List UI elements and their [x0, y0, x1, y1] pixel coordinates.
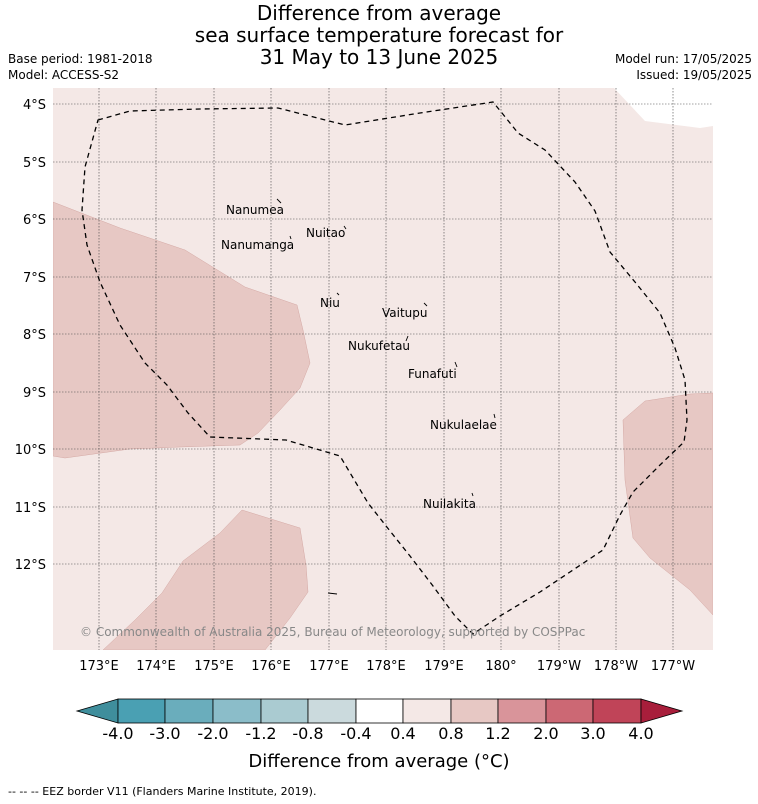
island-markers [276, 198, 496, 595]
colorbar-tick: -4.0 [102, 724, 134, 743]
base-period: Base period: 1981-2018 [8, 52, 153, 66]
lat-label: 5°S [23, 156, 46, 171]
lon-label: 180° [485, 659, 516, 674]
place-label-nuitao: Nuitao [306, 226, 345, 240]
colorbar-tick: 4.0 [628, 724, 654, 743]
anomaly-region-east [622, 392, 713, 616]
place-label-niu: Niu [320, 296, 340, 310]
colorbar-cell [164, 698, 214, 724]
colorbar-cell [402, 698, 452, 724]
place-label-nanumea: Nanumea [226, 203, 284, 217]
colorbar-low-extension [75, 698, 119, 724]
place-label-nanumanga: Nanumanga [221, 238, 294, 252]
longitude-gridlines [98, 88, 674, 650]
place-label-vaitupu: Vaitupu [382, 306, 428, 320]
anomaly-region-west [53, 201, 311, 459]
lat-label: 8°S [23, 328, 46, 343]
place-label-nukufetau: Nukufetau [348, 339, 410, 353]
colorbar [75, 698, 684, 724]
lon-label: 179°E [424, 659, 464, 674]
colorbar-cell [355, 698, 404, 724]
title-line-3: 31 May to 13 June 2025 [259, 45, 499, 69]
model-name: Model: ACCESS-S2 [8, 68, 120, 82]
colorbar-cell [212, 698, 262, 724]
colorbar-tick: 3.0 [580, 724, 606, 743]
title-line-1: Difference from average [256, 1, 502, 25]
colorbar-tick: -0.8 [292, 724, 324, 743]
anomaly-region-south [102, 509, 309, 650]
lon-label: 178°W [594, 659, 638, 674]
colorbar-cell [592, 698, 642, 724]
colorbar-tick: 1.2 [485, 724, 511, 743]
anomaly-region-white [614, 88, 713, 128]
lon-label: 173°E [79, 659, 119, 674]
lat-label: 12°S [15, 558, 46, 573]
lat-label: 9°S [23, 386, 46, 401]
colorbar-tick: -0.4 [340, 724, 372, 743]
lon-label: 175°E [194, 659, 234, 674]
lat-label: 6°S [23, 213, 46, 228]
colorbar-cell [117, 698, 166, 724]
colorbar-cell [260, 698, 309, 724]
colorbar-cell [545, 698, 594, 724]
lon-label: 176°E [251, 659, 291, 674]
eez-border [81, 101, 688, 635]
lon-label: 177°E [309, 659, 349, 674]
colorbar-high-extension [640, 698, 684, 724]
lat-label: 4°S [23, 98, 46, 113]
title-line-2: sea surface temperature forecast for [194, 23, 564, 47]
copyright-notice: © Commonwealth of Australia 2025, Bureau… [80, 625, 585, 639]
lat-label: 7°S [23, 271, 46, 286]
lat-label: 10°S [15, 443, 46, 458]
colorbar-tick: -2.0 [197, 724, 229, 743]
eez-legend-footer: -- -- -- EEZ border V11 (Flanders Marine… [8, 785, 317, 798]
issued-date: Issued: 19/05/2025 [636, 68, 752, 82]
colorbar-tick: 0.4 [390, 724, 416, 743]
lon-label: 177°W [651, 659, 695, 674]
colorbar-tick: 0.8 [438, 724, 464, 743]
lon-label: 174°E [136, 659, 176, 674]
colorbar-tick: -3.0 [149, 724, 181, 743]
model-run: Model run: 17/05/2025 [614, 52, 752, 66]
colorbar-tick: -1.2 [245, 724, 277, 743]
lat-label: 11°S [15, 501, 46, 516]
place-label-nuilakita: Nuilakita [423, 497, 476, 511]
colorbar-tick: 2.0 [533, 724, 559, 743]
latitude-gridlines [53, 103, 713, 565]
colorbar-label: Difference from average (°C) [248, 751, 510, 772]
colorbar-cell [307, 698, 357, 724]
lon-label: 178°E [366, 659, 406, 674]
colorbar-cell [450, 698, 499, 724]
place-label-funafuti: Funafuti [408, 367, 457, 381]
place-label-nukulaelae: Nukulaelae [430, 418, 497, 432]
colorbar-cell [497, 698, 547, 724]
lon-label: 179°W [537, 659, 581, 674]
